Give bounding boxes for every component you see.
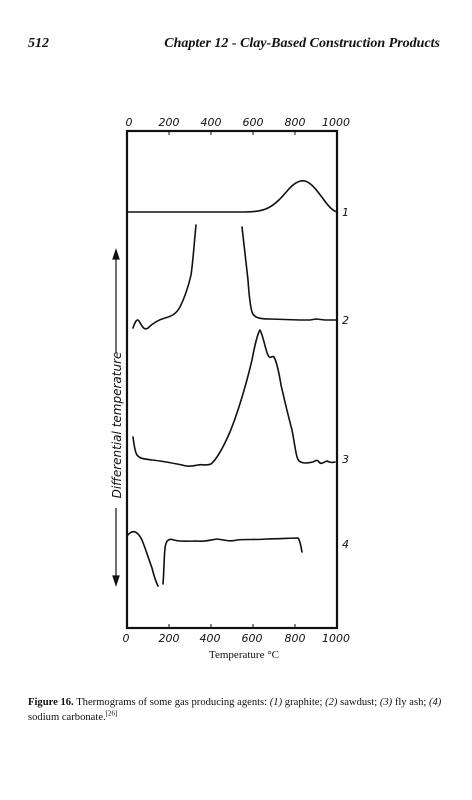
top-tick-label: 1000 [322, 116, 350, 129]
caption-item-text: fly ash; [392, 697, 429, 708]
caption-item-number: (4) [428, 697, 442, 708]
caption-item-text: sodium carbonate. [28, 712, 106, 723]
arrow-up-icon [112, 248, 120, 260]
x-axis-label: Temperature °C [209, 649, 279, 661]
bottom-tick-label: 1000 [322, 632, 350, 645]
plot-frame [125, 129, 339, 630]
top-tick-marks [126, 131, 338, 135]
y-axis-label: Differential temperature [110, 352, 124, 499]
bottom-tick-label: 0 [123, 632, 130, 645]
bottom-tick-label: 800 [285, 632, 306, 645]
bottom-tick-label: 200 [159, 632, 180, 645]
curve-2-sawdust-right [241, 226, 338, 321]
caption-item-text: sawdust; [337, 697, 380, 708]
y-axis-arrows [112, 248, 120, 587]
figure-caption: Figure 16. Thermograms of some gas produ… [28, 695, 444, 725]
curve-4-sodium-carbonate [162, 537, 303, 585]
top-tick-label: 200 [159, 116, 180, 129]
caption-item-text: graphite; [282, 697, 326, 708]
caption-label: Figure 16. [28, 697, 74, 708]
bottom-tick-marks [126, 624, 338, 628]
curve-number-2: 2 [342, 314, 349, 327]
arrow-down-icon [112, 575, 120, 587]
curve-number-4: 4 [342, 538, 349, 551]
curve-2-sawdust-left [132, 224, 197, 330]
top-tick-label: 600 [243, 116, 264, 129]
caption-item-number: (2) [325, 697, 338, 708]
curve-number-3: 3 [342, 453, 349, 466]
page-number: 512 [28, 36, 49, 51]
top-tick-label: 0 [126, 116, 133, 129]
running-head: Chapter 12 - Clay-Based Construction Pro… [164, 36, 440, 51]
bottom-tick-label: 600 [242, 632, 263, 645]
caption-item-number: (3) [379, 697, 393, 708]
caption-reference: [26] [105, 709, 118, 718]
top-tick-label: 400 [201, 116, 222, 129]
curve-1-graphite [126, 180, 338, 213]
curve-4-left-dip [126, 530, 159, 587]
bottom-tick-label: 400 [200, 632, 221, 645]
curve-number-1: 1 [342, 206, 349, 219]
top-tick-label: 800 [285, 116, 306, 129]
curve-3-fly-ash [132, 329, 336, 467]
caption-item-number: (1) [269, 697, 283, 708]
caption-intro: Thermograms of some gas producing agents… [76, 697, 270, 708]
